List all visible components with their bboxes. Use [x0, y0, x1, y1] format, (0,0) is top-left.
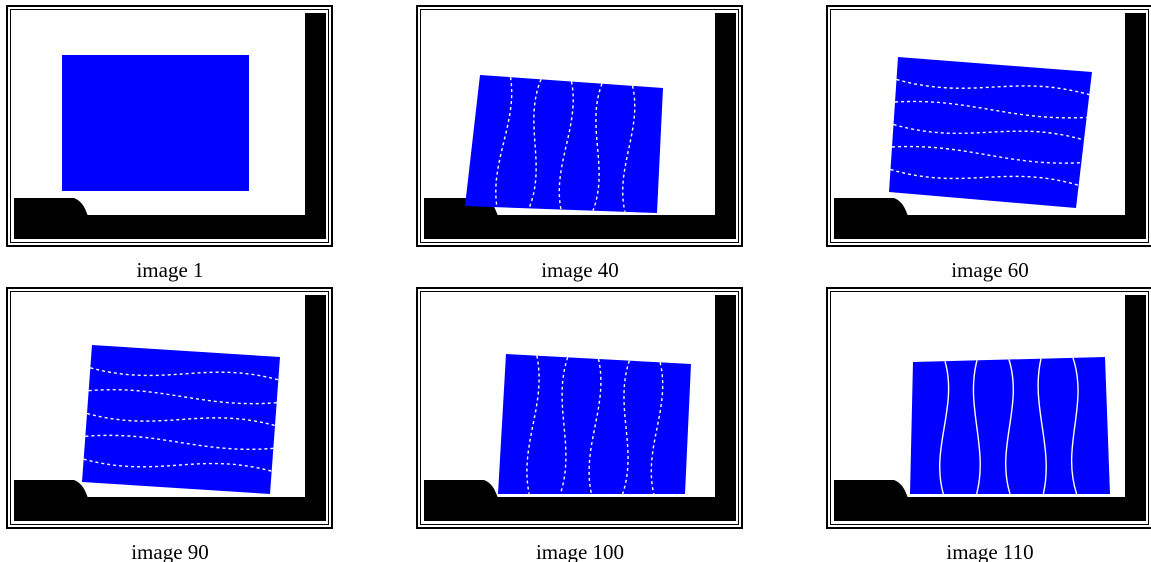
floor	[14, 215, 326, 239]
floor	[14, 497, 326, 521]
wall	[305, 13, 326, 239]
frame-panel	[416, 287, 743, 529]
frame-panel	[6, 287, 333, 529]
figure: image 1 image 40 image 60 image 90 image 100…	[0, 0, 1151, 562]
panel-caption: image 110	[946, 540, 1033, 562]
panel-caption: image 90	[131, 540, 209, 562]
frame-panel	[416, 5, 743, 247]
step	[14, 198, 88, 216]
wall	[715, 13, 736, 239]
floor	[424, 497, 736, 521]
wall	[1125, 13, 1146, 239]
frame-panel	[6, 5, 333, 247]
block	[82, 345, 280, 494]
step	[834, 480, 908, 498]
step	[834, 198, 908, 216]
block	[62, 55, 249, 191]
wall	[305, 295, 326, 521]
panel-caption: image 40	[541, 258, 619, 282]
wall	[715, 295, 736, 521]
panel-caption: image 60	[951, 258, 1029, 282]
floor	[834, 215, 1146, 239]
step	[424, 480, 498, 498]
floor	[834, 497, 1146, 521]
floor	[424, 215, 736, 239]
frame-panel	[826, 287, 1151, 529]
wall	[1125, 295, 1146, 521]
panel-caption: image 1	[136, 258, 203, 282]
block	[465, 75, 663, 213]
page: image 1 image 40 image 60 image 90 image 100…	[0, 0, 1151, 562]
step	[14, 480, 88, 498]
panel-caption: image 100	[536, 540, 624, 562]
frame-panel	[826, 5, 1151, 247]
